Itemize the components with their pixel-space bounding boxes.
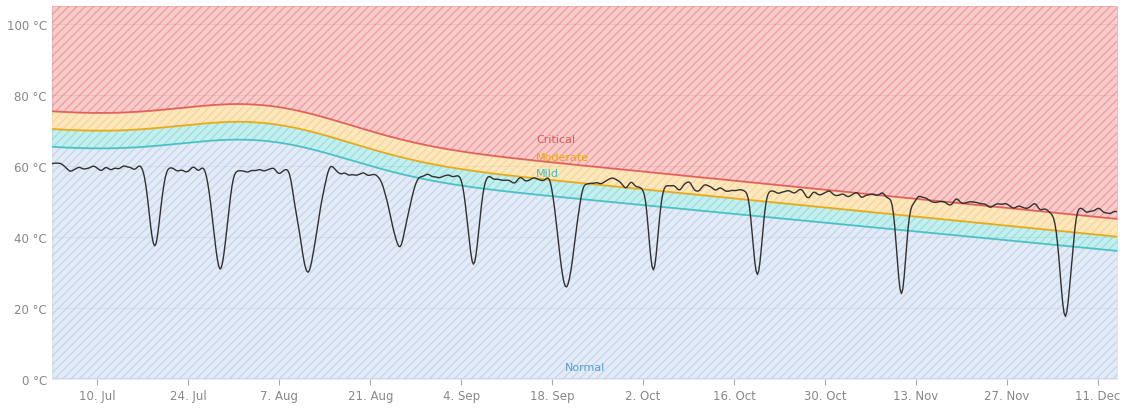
Text: Normal: Normal <box>564 362 605 372</box>
Text: Mild: Mild <box>536 169 560 179</box>
Text: Critical: Critical <box>536 135 576 145</box>
Text: Moderate: Moderate <box>536 153 589 162</box>
